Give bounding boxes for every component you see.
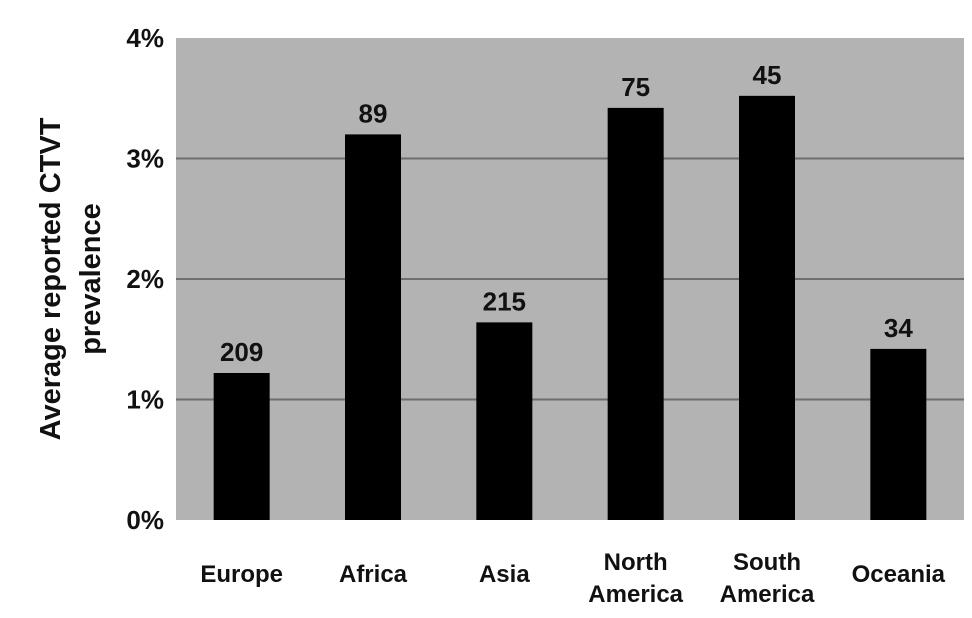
x-tick-labels: Europe Africa Asia North America South America… [200, 549, 945, 608]
bar [739, 95, 795, 520]
x-tick-label-line: Africa [339, 561, 408, 588]
y-axis-title: Average reported CTVT prevalence [35, 117, 107, 440]
bar [345, 134, 401, 520]
x-tick-label-line: North [604, 549, 668, 576]
x-tick-label-line: America [588, 581, 683, 608]
bar-data-label: 215 [483, 286, 526, 316]
x-tick-label: North America [588, 549, 683, 608]
x-tick-label: South America [720, 549, 815, 608]
x-tick-label-line: Europe [200, 561, 283, 588]
bars [213, 95, 927, 520]
y-tick-label: 0% [126, 505, 164, 535]
x-tick-label-line: Asia [479, 561, 530, 588]
bar-data-label: 45 [753, 60, 782, 90]
y-tick-labels: 0% 1% 2% 3% 4% [126, 23, 164, 535]
gridlines [176, 157, 964, 401]
y-tick-label: 4% [126, 23, 164, 53]
x-tick-label: Asia [479, 561, 530, 588]
bar [607, 107, 664, 520]
bar [213, 372, 270, 520]
bar [870, 348, 927, 520]
bar-data-label: 209 [220, 337, 263, 367]
y-tick-label: 2% [126, 264, 164, 294]
x-tick-label: Europe [200, 561, 283, 588]
y-tick-label: 3% [126, 144, 164, 174]
bar-data-label: 89 [359, 98, 388, 128]
y-axis-title-line: prevalence [75, 203, 107, 355]
y-tick-label: 1% [126, 385, 164, 415]
bar-data-label: 75 [621, 72, 650, 102]
x-tick-label-line: Oceania [852, 561, 946, 588]
bar [476, 322, 533, 520]
x-tick-label: Oceania [852, 561, 946, 588]
x-tick-label: Africa [339, 561, 408, 588]
y-axis-title-line: Average reported CTVT [35, 117, 67, 440]
data-labels: 209 89 215 75 45 34 [220, 60, 913, 367]
bar-data-label: 34 [884, 313, 913, 343]
x-tick-label-line: South [733, 549, 801, 576]
x-tick-label-line: America [720, 581, 815, 608]
